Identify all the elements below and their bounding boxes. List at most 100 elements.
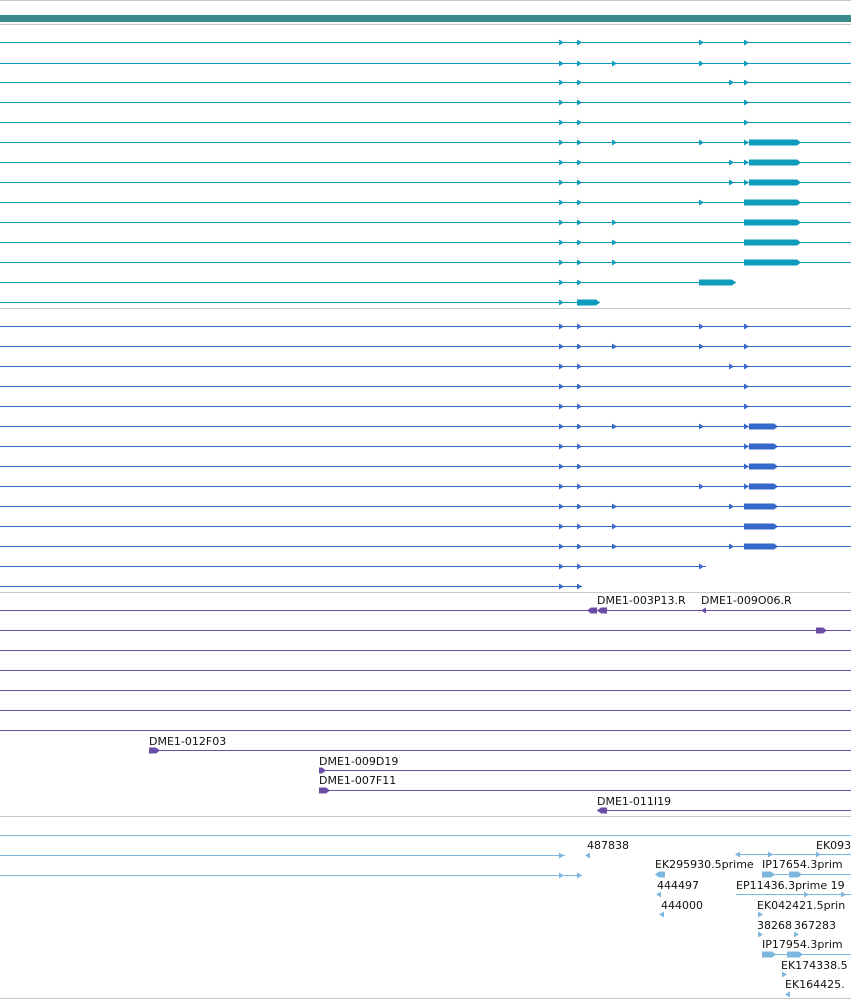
right-arrow-icon <box>559 99 564 106</box>
feature-label[interactable]: EP11436.3prime 19 <box>736 879 845 892</box>
feature-label[interactable]: 38268 <box>757 919 792 932</box>
right-arrow-icon <box>699 563 704 570</box>
right-arrow-icon <box>559 583 564 590</box>
right-arrow-icon <box>559 463 564 470</box>
exon-block[interactable] <box>744 259 801 266</box>
right-arrow-icon <box>577 199 582 206</box>
exon-block[interactable] <box>749 483 778 490</box>
exon-block[interactable] <box>744 219 801 226</box>
right-arrow-icon <box>559 483 564 490</box>
right-arrow-icon <box>559 119 564 126</box>
feature-label[interactable]: DME1-003P13.R <box>597 594 686 607</box>
exon-block[interactable] <box>744 523 778 530</box>
exon-block[interactable] <box>149 747 160 754</box>
feature-label[interactable]: 444497 <box>657 879 699 892</box>
right-arrow-icon <box>699 139 704 146</box>
blue-transcript-track <box>0 323 851 590</box>
right-arrow-icon <box>699 323 704 330</box>
right-arrow-icon <box>577 583 582 590</box>
feature-label[interactable]: 367283 <box>794 919 836 932</box>
right-arrow-icon <box>729 79 734 86</box>
feature-label[interactable]: DME1-011I19 <box>597 795 671 808</box>
exon-block[interactable] <box>655 871 665 878</box>
exon-block[interactable] <box>787 951 803 958</box>
right-arrow-icon <box>577 872 582 879</box>
right-arrow-icon <box>699 483 704 490</box>
exon-block[interactable] <box>744 239 801 246</box>
right-arrow-icon <box>559 60 564 67</box>
feature-label[interactable]: DME1-009D19 <box>319 755 398 768</box>
feature-label[interactable]: IP17954.3prim <box>762 938 843 951</box>
exon-block[interactable] <box>762 951 776 958</box>
right-arrow-icon <box>729 543 734 550</box>
right-arrow-icon <box>559 139 564 146</box>
right-arrow-icon <box>577 79 582 86</box>
right-arrow-icon <box>559 543 564 550</box>
feature-label[interactable]: DME1-007F11 <box>319 774 396 787</box>
exon-block[interactable] <box>789 871 802 878</box>
right-arrow-icon <box>577 383 582 390</box>
right-arrow-icon <box>577 139 582 146</box>
feature-label[interactable]: EK174338.5 <box>781 959 848 972</box>
right-arrow-icon <box>577 99 582 106</box>
right-arrow-icon <box>577 363 582 370</box>
exon-block[interactable] <box>816 627 827 634</box>
right-arrow-icon <box>577 503 582 510</box>
left-arrow-icon <box>585 852 590 859</box>
exon-block[interactable] <box>744 543 778 550</box>
feature-label[interactable]: DME1-012F03 <box>149 735 226 748</box>
right-arrow-icon <box>559 199 564 206</box>
feature-label[interactable]: IP17654.3prim <box>762 858 843 871</box>
right-arrow-icon <box>699 343 704 350</box>
left-arrow-icon <box>735 851 740 858</box>
right-arrow-icon <box>577 343 582 350</box>
feature-label[interactable]: DME1-009O06.R <box>701 594 792 607</box>
exon-block[interactable] <box>749 463 778 470</box>
exon-block[interactable] <box>749 179 801 186</box>
feature-label[interactable]: EK164425. <box>785 978 845 991</box>
right-arrow-icon <box>577 219 582 226</box>
right-arrow-icon <box>744 39 749 46</box>
exon-block[interactable] <box>597 807 607 814</box>
right-arrow-icon <box>559 159 564 166</box>
right-arrow-icon <box>559 299 564 306</box>
exon-block[interactable] <box>749 443 778 450</box>
right-arrow-icon <box>744 383 749 390</box>
exon-block[interactable] <box>744 199 801 206</box>
right-arrow-icon <box>559 179 564 186</box>
exon-block[interactable] <box>319 787 330 794</box>
right-arrow-icon <box>729 363 734 370</box>
right-arrow-icon <box>729 503 734 510</box>
exon-block[interactable] <box>597 607 607 614</box>
exon-block[interactable] <box>749 159 801 166</box>
exon-block[interactable] <box>319 767 326 774</box>
right-arrow-icon <box>559 79 564 86</box>
light-est-track <box>0 835 851 998</box>
exon-block[interactable] <box>762 871 775 878</box>
feature-label[interactable]: 487838 <box>587 839 629 852</box>
feature-label[interactable]: EK093 <box>816 839 851 852</box>
right-arrow-icon <box>782 971 787 978</box>
exon-block[interactable] <box>749 139 801 146</box>
right-arrow-icon <box>577 523 582 530</box>
left-arrow-icon <box>659 911 664 918</box>
exon-block[interactable] <box>749 423 778 430</box>
right-arrow-icon <box>612 60 617 67</box>
right-arrow-icon <box>559 563 564 570</box>
right-arrow-icon <box>577 239 582 246</box>
right-arrow-icon <box>794 931 799 938</box>
exon-block[interactable] <box>699 279 736 286</box>
exon-block[interactable] <box>744 503 778 510</box>
feature-label[interactable]: EK295930.5prime <box>655 858 754 871</box>
right-arrow-icon <box>577 179 582 186</box>
right-arrow-icon <box>559 403 564 410</box>
right-arrow-icon <box>612 503 617 510</box>
exon-block[interactable] <box>587 607 597 614</box>
right-arrow-icon <box>612 139 617 146</box>
feature-label[interactable]: 444000 <box>661 899 703 912</box>
right-arrow-icon <box>559 279 564 286</box>
right-arrow-icon <box>744 343 749 350</box>
exon-block[interactable] <box>577 299 600 306</box>
feature-label[interactable]: EK042421.5prin <box>757 899 845 912</box>
